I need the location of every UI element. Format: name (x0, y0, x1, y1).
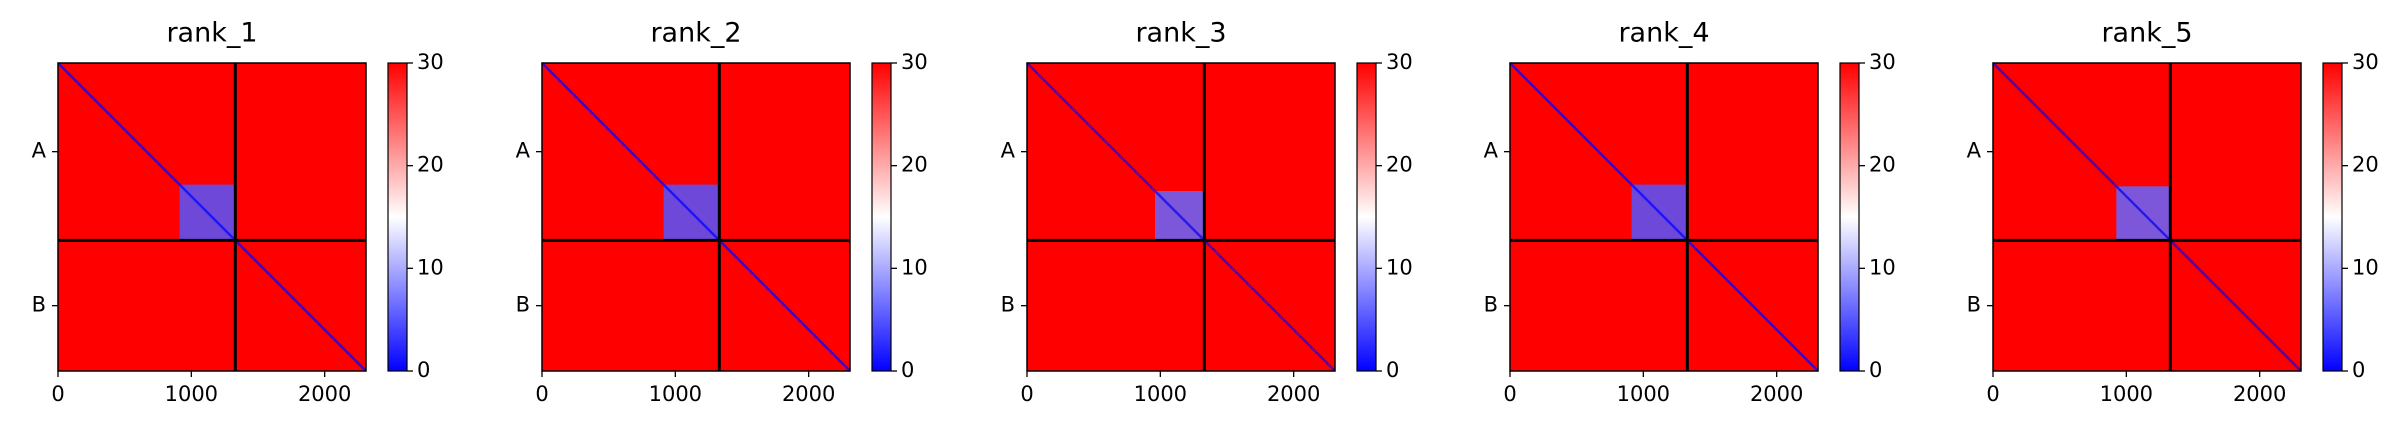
panel: rank_4 0 1000 2000 A B 0 10 20 30 (1484, 18, 1896, 407)
diagonal (541, 62, 851, 372)
panel: rank_5 0 1000 2000 A B 0 10 20 30 (1967, 18, 2379, 407)
y-tick-label: A (1484, 139, 1499, 163)
x-tick-label: 0 (1503, 382, 1516, 406)
y-tick-label: A (516, 139, 531, 163)
panel: rank_1 0 1000 2000 A B 0 10 20 30 (32, 18, 444, 407)
y-tick-label: B (1001, 293, 1015, 317)
x-tick-label: 0 (535, 382, 548, 406)
y-tick-label: A (32, 139, 47, 163)
x-tick-label: 0 (1020, 382, 1033, 406)
colorbar-tick-label: 30 (901, 50, 928, 74)
colorbar-tick-label: 0 (901, 358, 914, 382)
y-tick-label: B (32, 293, 46, 317)
panel-title: rank_1 (166, 18, 257, 49)
colorbar-tick-label: 20 (417, 153, 444, 177)
x-tick-label: 1000 (1134, 382, 1187, 406)
panel: rank_2 0 1000 2000 A B 0 10 20 30 (516, 18, 928, 407)
colorbar-tick-label: 10 (1869, 255, 1896, 279)
axes-frame (1992, 62, 2302, 372)
panel-title: rank_2 (650, 18, 741, 49)
panel-title: rank_5 (2101, 18, 2192, 49)
axes-frame (541, 62, 851, 372)
x-tick-label: 0 (51, 382, 64, 406)
colorbar (1839, 62, 1860, 372)
colorbar (2322, 62, 2343, 372)
panel-title: rank_4 (1618, 18, 1709, 49)
colorbar-tick-label: 0 (1869, 358, 1882, 382)
x-tick-label: 0 (1986, 382, 1999, 406)
colorbar (387, 62, 408, 372)
colorbar-tick-label: 30 (417, 50, 444, 74)
x-tick-label: 2000 (1750, 382, 1803, 406)
y-tick-label: B (1484, 293, 1498, 317)
colorbar-tick-label: 10 (1386, 255, 1413, 279)
axes-frame (1026, 62, 1336, 372)
y-tick-label: B (1967, 293, 1981, 317)
colorbar-tick-label: 20 (901, 153, 928, 177)
axes-frame (1509, 62, 1819, 372)
diagonal (57, 62, 367, 372)
colorbar-tick-label: 0 (417, 358, 430, 382)
x-tick-label: 1000 (2100, 382, 2153, 406)
colorbar-tick-label: 30 (1386, 50, 1413, 74)
colorbar-tick-label: 10 (417, 255, 444, 279)
panel: rank_3 0 1000 2000 A B 0 10 20 30 (1001, 18, 1413, 407)
axes-frame (57, 62, 367, 372)
y-tick-label: A (1001, 139, 1016, 163)
x-tick-label: 2000 (298, 382, 351, 406)
colorbar-tick-label: 20 (1869, 153, 1896, 177)
diagonal (1509, 62, 1819, 372)
colorbar-tick-label: 30 (1869, 50, 1896, 74)
y-tick-label: B (516, 293, 530, 317)
diagonal (1992, 62, 2302, 372)
diagonal (1026, 62, 1336, 372)
colorbar-tick-label: 10 (901, 255, 928, 279)
x-tick-label: 1000 (649, 382, 702, 406)
colorbar (1356, 62, 1377, 372)
x-tick-label: 2000 (2233, 382, 2286, 406)
colorbar-tick-label: 0 (2352, 358, 2365, 382)
colorbar-tick-label: 10 (2352, 255, 2379, 279)
colorbar-tick-label: 20 (2352, 153, 2379, 177)
colorbar-tick-label: 20 (1386, 153, 1413, 177)
colorbar-tick-label: 0 (1386, 358, 1399, 382)
colorbar-tick-label: 30 (2352, 50, 2379, 74)
x-tick-label: 2000 (1267, 382, 1320, 406)
panel-title: rank_3 (1135, 18, 1226, 49)
x-tick-label: 1000 (165, 382, 218, 406)
x-tick-label: 2000 (782, 382, 835, 406)
colorbar (871, 62, 892, 372)
x-tick-label: 1000 (1617, 382, 1670, 406)
y-tick-label: A (1967, 139, 1982, 163)
